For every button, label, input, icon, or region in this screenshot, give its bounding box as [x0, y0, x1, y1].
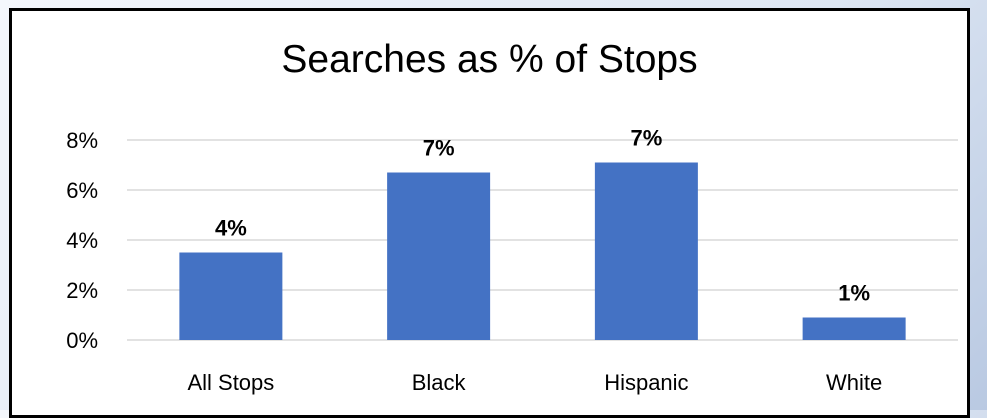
- bar: [179, 252, 283, 340]
- bar: [802, 317, 906, 340]
- bar: [594, 162, 698, 340]
- data-label: 1%: [838, 281, 870, 306]
- y-tick-label: 2%: [66, 278, 98, 303]
- bar-chart: 0% 2% 4% 6% 8% 4% All Stops 7% Black 7% Hispanic 1%…: [66, 126, 958, 395]
- y-tick-label: 8%: [66, 128, 98, 153]
- data-label: 7%: [423, 136, 455, 161]
- data-label: 4%: [215, 216, 247, 241]
- x-category-label: White: [826, 370, 882, 395]
- chart-title: Searches as % of Stops: [281, 38, 698, 81]
- y-tick-label: 6%: [66, 178, 98, 203]
- bar: [387, 172, 491, 340]
- y-tick-label: 0%: [66, 328, 98, 353]
- x-category-label: All Stops: [187, 370, 274, 395]
- data-label: 7%: [630, 126, 662, 151]
- x-category-label: Black: [412, 370, 467, 395]
- y-tick-label: 4%: [66, 228, 98, 253]
- x-category-label: Hispanic: [604, 370, 688, 395]
- chart-frame: Searches as % of Stops 0% 2% 4% 6% 8% 4% All S…: [9, 8, 970, 418]
